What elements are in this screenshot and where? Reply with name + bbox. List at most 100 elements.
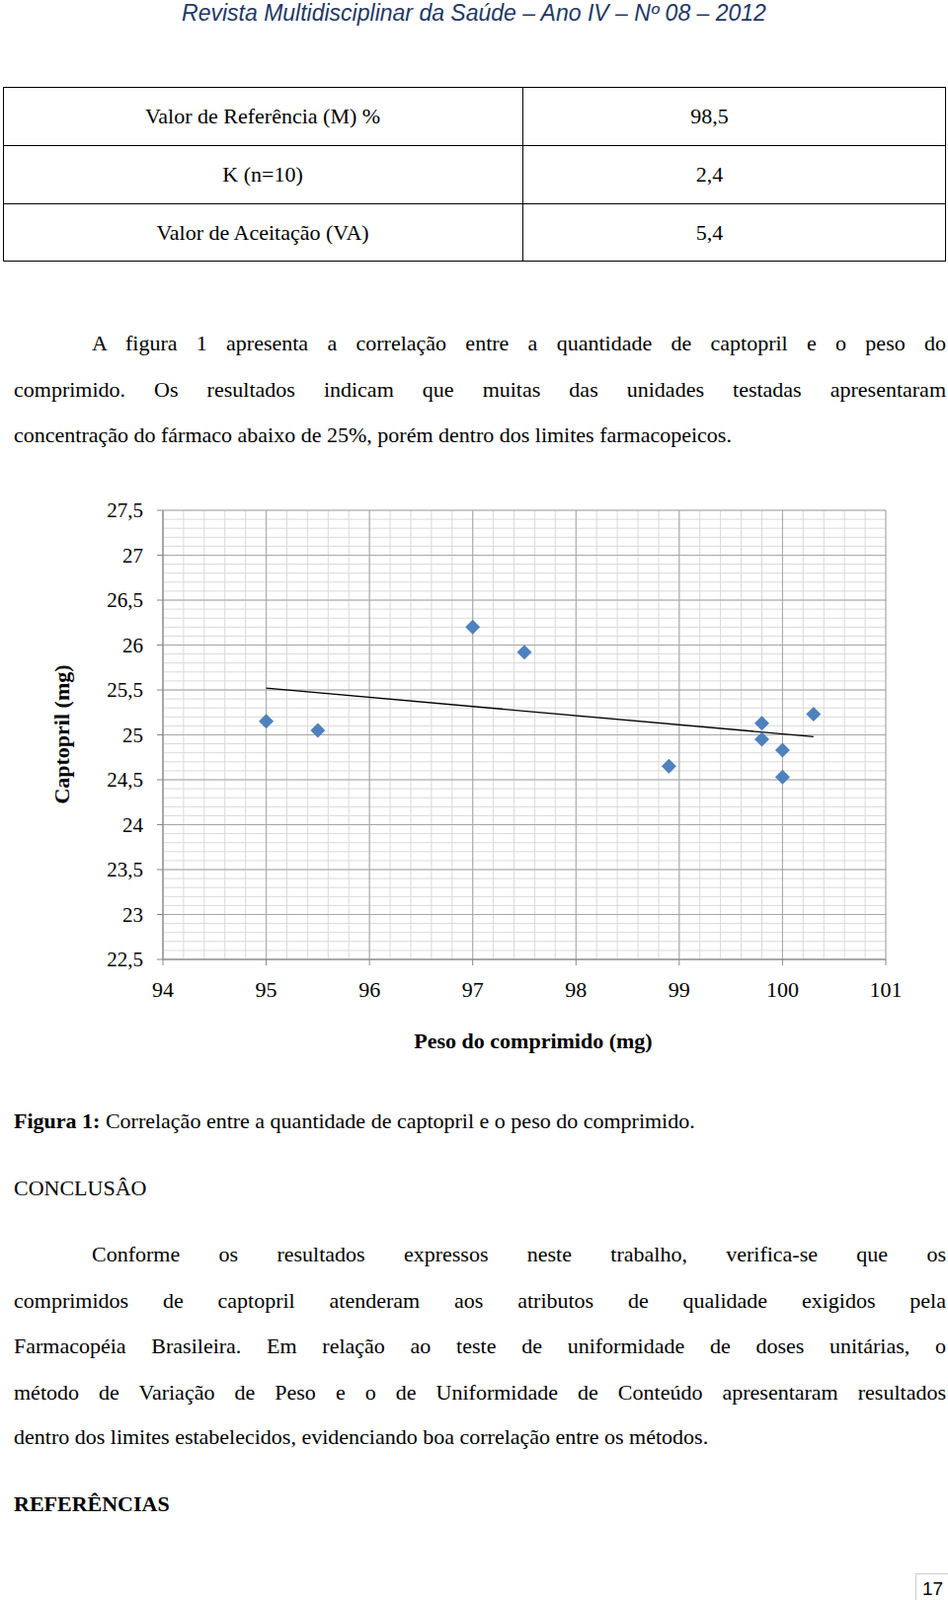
x-tick-label: 97 xyxy=(462,977,484,1003)
x-tick-label: 96 xyxy=(358,977,381,1003)
minor-grid xyxy=(162,671,886,673)
x-tick-label: 98 xyxy=(564,977,587,1003)
x-tick xyxy=(162,959,164,966)
y-tick xyxy=(157,644,163,646)
grid-line xyxy=(162,690,886,692)
y-tick-label: 23,5 xyxy=(106,858,144,882)
minor-grid xyxy=(162,609,886,611)
table xyxy=(2,86,947,262)
minor-grid xyxy=(162,761,886,763)
paragraph-line: comprimido. Os resultados indicam que mu… xyxy=(13,367,947,413)
y-tick-label: 23 xyxy=(122,903,144,928)
minor-grid xyxy=(162,806,886,808)
y-tick xyxy=(157,869,163,871)
point xyxy=(258,713,274,729)
trendline xyxy=(266,688,814,737)
minor-grid xyxy=(162,789,886,790)
y-tick xyxy=(157,690,163,692)
minor-grid xyxy=(162,519,886,521)
x-axis-label: Peso do comprimido (mg) xyxy=(413,1028,652,1054)
conclusion-line: método de Variação de Peso e o de Unifor… xyxy=(13,1370,947,1417)
table-cell: Valor de Referência (M) % xyxy=(2,93,523,140)
x-tick xyxy=(472,959,474,966)
grid-line xyxy=(162,734,886,736)
x-tick-label: 100 xyxy=(766,977,799,1003)
minor-grid xyxy=(162,914,886,916)
y-tick-label: 24 xyxy=(122,813,145,838)
chart: 94959697989910010122,52323,52424,52525,5… xyxy=(0,0,948,1600)
caption-label: Figura 1: xyxy=(13,1108,100,1134)
minor-grid xyxy=(162,554,886,556)
minor-grid xyxy=(162,824,886,826)
grid-line xyxy=(162,959,886,961)
minor-grid xyxy=(162,797,886,799)
minor-grid xyxy=(162,923,886,925)
point xyxy=(775,742,790,758)
point xyxy=(754,715,770,731)
grid-line xyxy=(162,914,886,916)
conclusion-line: Farmacopéia Brasileira. Em relação ao te… xyxy=(13,1324,947,1370)
y-tick-label: 25 xyxy=(122,723,144,748)
minor-grid xyxy=(162,752,886,754)
minor-grid xyxy=(162,860,886,862)
point xyxy=(517,644,533,660)
y-tick xyxy=(157,734,163,736)
minor-grid xyxy=(162,627,886,629)
figure-caption: Figura 1: Correlação entre a quantidade … xyxy=(13,1099,943,1145)
minor-grid xyxy=(162,563,886,565)
y-tick xyxy=(157,510,163,512)
paragraph-line: A figura 1 apresenta a correlação entre … xyxy=(91,320,947,367)
table-row-border xyxy=(2,145,947,147)
conclusion-line: comprimidos de captopril atenderam aos a… xyxy=(13,1278,947,1325)
marks xyxy=(258,620,821,786)
minor-grid xyxy=(162,581,886,583)
x-axis xyxy=(162,959,886,961)
minor-grid xyxy=(162,959,886,961)
y-tick xyxy=(157,914,163,916)
y-tick xyxy=(157,824,163,826)
x-tick-label: 101 xyxy=(869,977,903,1003)
minor-grid xyxy=(162,546,886,548)
x-tick xyxy=(575,959,577,966)
minor-grid xyxy=(162,941,886,943)
minor-grid xyxy=(162,572,886,574)
minor-grid xyxy=(162,815,886,817)
table-col-border xyxy=(522,86,524,262)
x-tick xyxy=(369,959,371,966)
y-tick xyxy=(157,554,163,556)
grid-line xyxy=(162,780,886,782)
header-title: Revista Multidisciplinar da Saúde – Ano … xyxy=(0,0,948,28)
y-tick-label: 24,5 xyxy=(106,768,144,792)
table-cell: K (n=10) xyxy=(2,152,523,198)
paragraph-line: concentração do fármaco abaixo de 25%, p… xyxy=(13,412,947,459)
y-tick xyxy=(157,780,163,782)
grid-line xyxy=(162,600,886,602)
grid-line xyxy=(162,554,886,556)
minor-grid xyxy=(162,725,886,727)
grid-line xyxy=(162,824,886,826)
y-tick-label: 27 xyxy=(122,544,144,568)
minor-grid xyxy=(162,770,886,772)
minor-grid xyxy=(162,869,886,871)
minor-grid xyxy=(162,734,886,736)
minor-grid xyxy=(162,708,886,710)
minor-grid xyxy=(162,780,886,782)
y-tick xyxy=(157,600,163,602)
x-tick xyxy=(678,959,680,966)
y-tick-label: 26 xyxy=(122,633,144,658)
table-cell: 98,5 xyxy=(522,93,897,140)
minor-grid xyxy=(162,510,886,512)
x-tick-label: 94 xyxy=(152,977,174,1003)
x-tick xyxy=(265,959,267,966)
y-tick xyxy=(157,959,163,961)
minor-grid xyxy=(162,887,886,889)
table-cell: 2,4 xyxy=(522,152,897,198)
caption-text: Correlação entre a quantidade de captopr… xyxy=(99,1108,695,1134)
y-tick-label: 25,5 xyxy=(106,678,144,703)
minor-grid xyxy=(162,662,886,664)
minor-grid xyxy=(162,878,886,880)
point xyxy=(465,620,480,635)
minor-grid xyxy=(162,618,886,620)
minor-grid xyxy=(162,932,886,934)
x-tick-label: 99 xyxy=(668,977,691,1003)
